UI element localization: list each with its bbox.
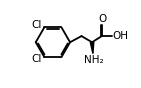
Text: NH₂: NH₂ bbox=[84, 55, 103, 65]
Text: OH: OH bbox=[112, 31, 128, 41]
Text: Cl: Cl bbox=[32, 20, 42, 30]
Polygon shape bbox=[90, 42, 94, 54]
Text: Cl: Cl bbox=[32, 54, 42, 64]
Text: O: O bbox=[98, 14, 106, 24]
